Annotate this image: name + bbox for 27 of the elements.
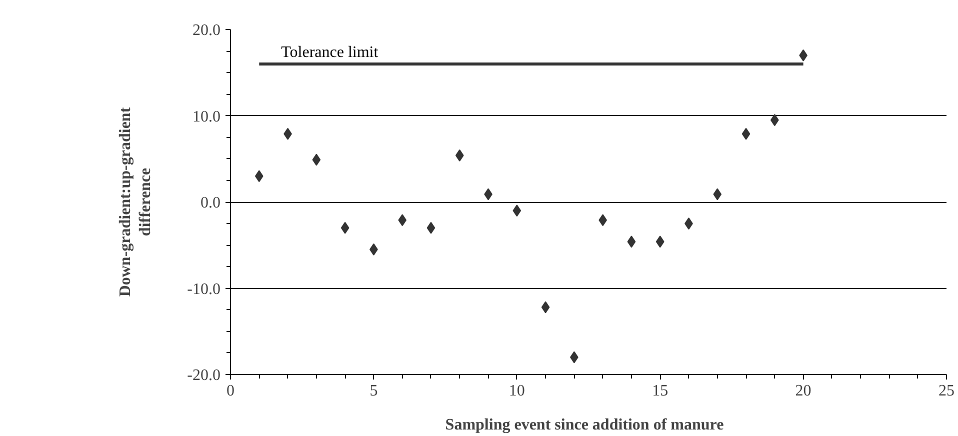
- x-tick-label: 10: [508, 382, 525, 400]
- x-tick-label: 20: [795, 382, 812, 400]
- y-tick-label: -20.0: [187, 367, 220, 384]
- point: [770, 114, 779, 126]
- point: [254, 170, 264, 182]
- y-axis-title: Down-gradient:up-gradient difference: [116, 106, 154, 297]
- x-tick-label: 25: [938, 382, 954, 400]
- x-tick-label: 5: [370, 382, 378, 400]
- point: [312, 154, 321, 166]
- point: [512, 204, 522, 217]
- y-tick-label: -10.0: [187, 280, 220, 298]
- y-tick-label: 20.0: [192, 22, 220, 39]
- point: [340, 222, 350, 234]
- point: [426, 222, 436, 234]
- point: [627, 236, 636, 248]
- point: [398, 214, 407, 226]
- point: [713, 188, 722, 200]
- x-axis-title: Sampling event since addition of manure: [445, 416, 724, 434]
- x-tick-label: 15: [652, 382, 668, 400]
- x-tick-label: 0: [226, 382, 234, 400]
- point: [541, 301, 550, 314]
- y-tick-label: 10.0: [192, 108, 220, 126]
- point: [455, 149, 464, 162]
- point: [656, 236, 664, 248]
- y-tick-label: 0.0: [200, 194, 220, 212]
- series-label: Tolerance limit: [281, 44, 379, 61]
- point: [742, 128, 750, 140]
